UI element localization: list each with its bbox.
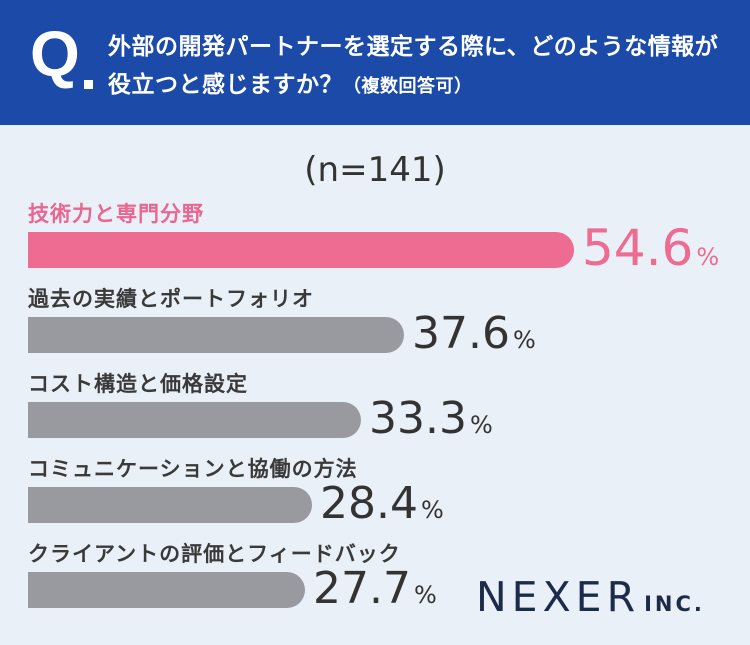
bar-value-unit: % bbox=[469, 411, 493, 439]
question-title: 外部の開発パートナーを選定する際に、どのような情報が役立つと感じますか？ bbox=[108, 34, 719, 98]
bar-value-label: 54.6% bbox=[582, 223, 719, 273]
bar-value-label: 37.6% bbox=[412, 312, 536, 356]
bar-value-label: 28.4% bbox=[320, 482, 444, 526]
logo-sub: INC. bbox=[644, 592, 705, 616]
bar-value-number: 33.3 bbox=[369, 393, 467, 444]
logo-main: NEXER bbox=[476, 573, 641, 621]
question-text: 外部の開発パートナーを選定する際に、どのような情報が役立つと感じますか？（複数回… bbox=[108, 28, 738, 106]
bar-value-number: 27.7 bbox=[313, 563, 411, 614]
bar-label: コスト構造と価格設定 bbox=[28, 372, 248, 396]
question-note: （複数回答可） bbox=[343, 76, 473, 97]
bar bbox=[28, 232, 574, 268]
question-mark-dot bbox=[84, 80, 93, 89]
bar bbox=[28, 487, 312, 523]
bar-value-label: 33.3% bbox=[369, 397, 493, 441]
bar-value-unit: % bbox=[413, 581, 437, 609]
question-mark: Q bbox=[30, 18, 80, 90]
bar-value-unit: % bbox=[420, 496, 444, 524]
bar-value-unit: % bbox=[696, 243, 720, 271]
nexer-logo: NEXER INC. bbox=[476, 573, 705, 621]
bar-value-label: 27.7% bbox=[313, 567, 437, 611]
bar bbox=[28, 402, 361, 438]
sample-size: (n=141) bbox=[304, 150, 446, 190]
bar-label: クライアントの評価とフィードバック bbox=[28, 542, 401, 566]
bar-value-number: 28.4 bbox=[320, 478, 418, 529]
bar-value-number: 37.6 bbox=[412, 308, 510, 359]
bar-label: 技術力と専門分野 bbox=[28, 202, 204, 226]
bar bbox=[28, 572, 305, 608]
question-header: Q 外部の開発パートナーを選定する際に、どのような情報が役立つと感じますか？（複… bbox=[0, 0, 750, 125]
bar-value-unit: % bbox=[512, 326, 536, 354]
bar-label: 過去の実績とポートフォリオ bbox=[28, 287, 314, 311]
bar-value-number: 54.6 bbox=[582, 219, 694, 277]
bar-label: コミュニケーションと協働の方法 bbox=[28, 457, 358, 481]
bar bbox=[28, 317, 404, 353]
